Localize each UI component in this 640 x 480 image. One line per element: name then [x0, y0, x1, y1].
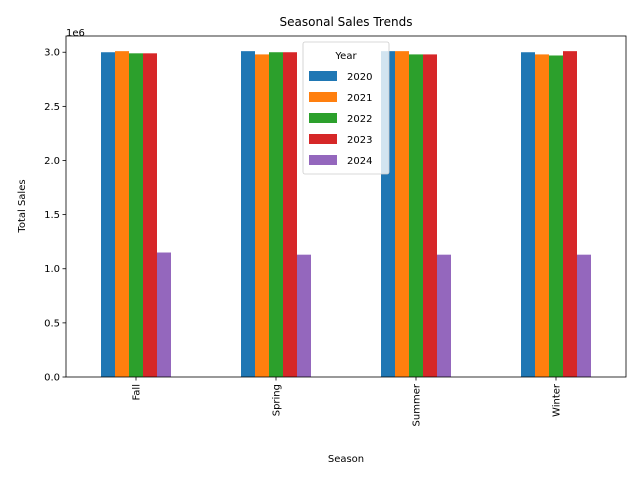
- bar-winter-2020: [521, 52, 535, 377]
- legend-items: 2020 2021 2022 2023 2024: [309, 71, 372, 167]
- legend-title: Year: [334, 51, 357, 62]
- y-tick-label: 2.0: [44, 156, 60, 167]
- bar-spring-2022: [269, 52, 283, 377]
- bar-winter-2021: [535, 54, 549, 378]
- bar-fall-2024: [157, 252, 171, 377]
- legend-swatch-2023: [309, 134, 337, 144]
- plot-frame: [65, 35, 627, 378]
- legend-label-2024: 2024: [347, 156, 372, 167]
- y-tick-label: 3.0: [44, 48, 60, 59]
- x-tick-label-winter: Winter: [552, 383, 563, 417]
- bar-spring-2021: [255, 54, 269, 378]
- bars-group: [101, 51, 591, 378]
- bar-winter-2023: [563, 51, 577, 378]
- y-tick-label: 0.5: [44, 318, 60, 329]
- x-tick-label-summer: Summer: [412, 383, 423, 426]
- y-axis-ticks: 0.0 0.5 1.0 1.5 2.0 2.5 3.0: [44, 48, 66, 384]
- y-axis-label: Total Sales: [17, 179, 28, 233]
- x-tick-label-spring: Spring: [272, 384, 283, 416]
- bar-summer-2022: [409, 54, 423, 378]
- legend: Year 2020 2021 2022 2023 2024: [302, 41, 390, 175]
- legend-label-2023: 2023: [347, 135, 372, 146]
- legend-swatch-2021: [309, 92, 337, 102]
- x-axis-label: Season: [328, 454, 364, 465]
- y-offset-text: 1e6: [66, 28, 85, 39]
- y-tick-label: 1.0: [44, 264, 60, 275]
- x-tick-label-fall: Fall: [132, 384, 143, 401]
- legend-label-2021: 2021: [347, 93, 372, 104]
- y-tick-label: 1.5: [44, 210, 60, 221]
- bar-fall-2023: [143, 53, 157, 377]
- legend-label-2020: 2020: [347, 72, 372, 83]
- bar-summer-2023: [423, 54, 437, 378]
- bar-fall-2022: [129, 53, 143, 377]
- chart-title: Seasonal Sales Trends: [280, 15, 413, 29]
- bar-spring-2020: [241, 51, 255, 378]
- bar-fall-2021: [115, 51, 129, 378]
- bar-spring-2023: [283, 52, 297, 377]
- y-tick-label: 2.5: [44, 102, 60, 113]
- bar-summer-2024: [437, 254, 451, 377]
- x-axis-ticks: Fall Spring Summer Winter: [132, 377, 563, 426]
- legend-swatch-2020: [309, 71, 337, 81]
- y-tick-label: 0.0: [44, 373, 60, 384]
- legend-swatch-2022: [309, 113, 337, 123]
- legend-swatch-2024: [309, 155, 337, 165]
- legend-label-2022: 2022: [347, 114, 372, 125]
- bar-winter-2024: [577, 254, 591, 377]
- bar-summer-2021: [395, 51, 409, 378]
- bar-winter-2022: [549, 55, 563, 377]
- bar-spring-2024: [297, 254, 311, 377]
- bar-fall-2020: [101, 52, 115, 377]
